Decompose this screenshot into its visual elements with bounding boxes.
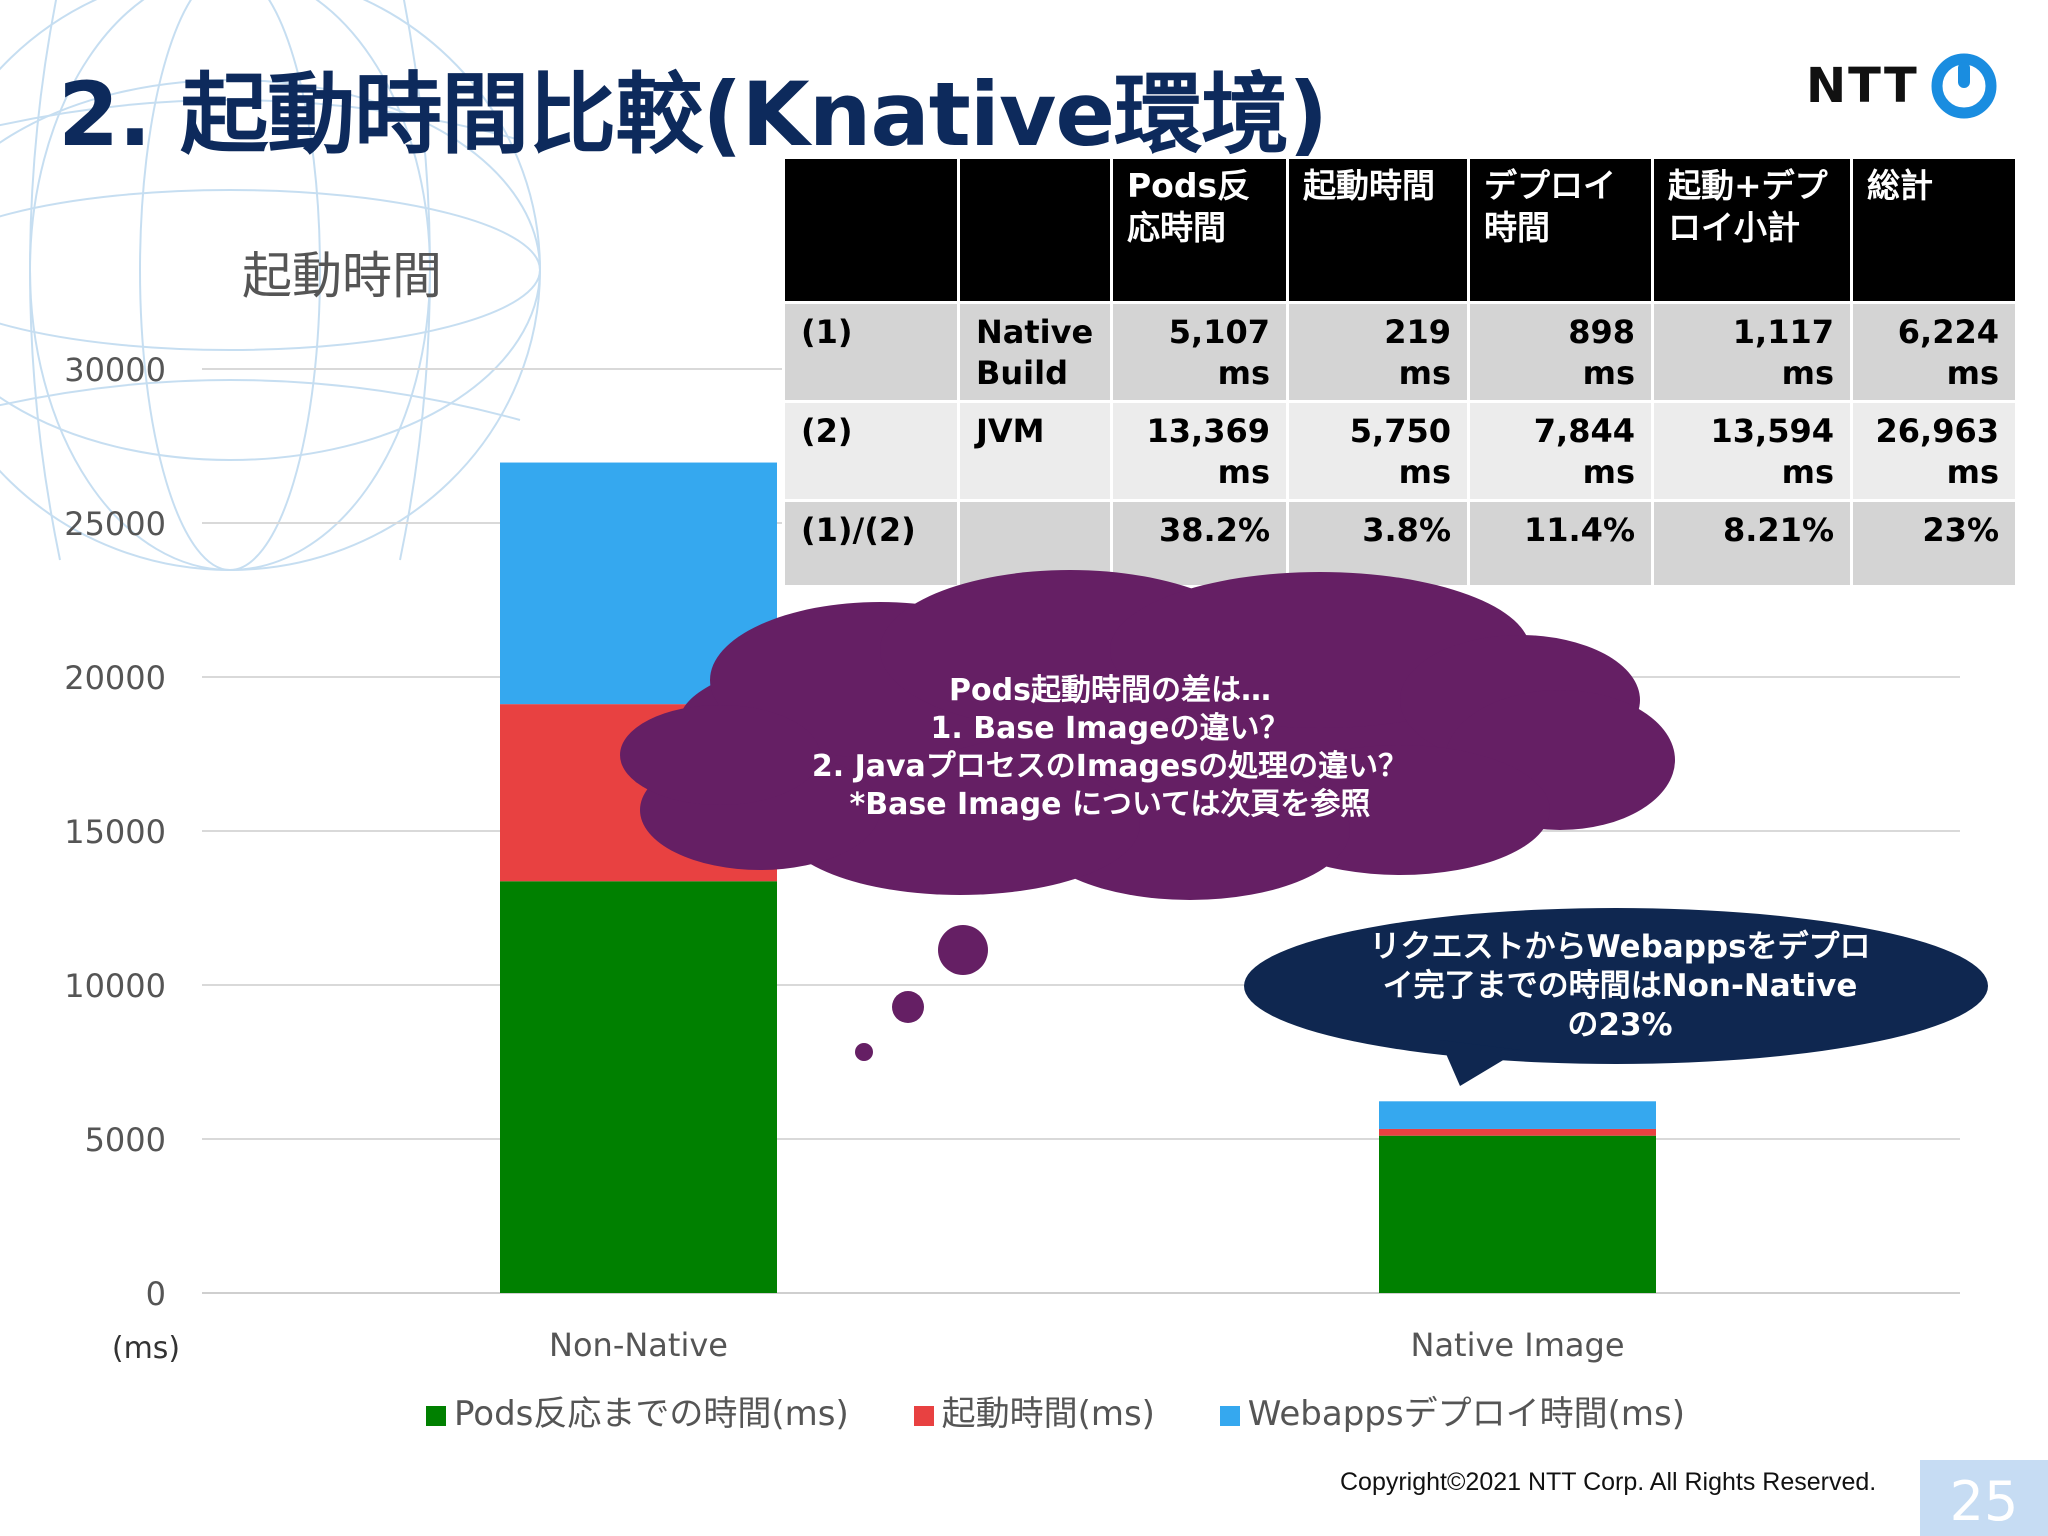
legend-label: 起動時間(ms) [941, 1394, 1155, 1434]
ntt-logo [1931, 53, 1997, 119]
x-tick-label: Native Image [1411, 1326, 1625, 1364]
thought-cloud-shape [620, 570, 1675, 1061]
legend-label: Pods反応までの時間(ms) [454, 1394, 849, 1434]
table-row: (1) Native Build 5,107 ms 219 ms 898 ms 1,1… [782, 301, 2018, 403]
y-tick-label: 10000 [64, 967, 166, 1005]
callout-line: の23% [1567, 1007, 1673, 1043]
y-tick-label: 0 [146, 1275, 166, 1313]
bar-segment [1379, 1128, 1656, 1136]
table-header-cell: Pods反応時間 [1110, 156, 1289, 304]
table-cell-id: (1) [782, 301, 960, 403]
thought-cloud-line: Pods起動時間の差は… [949, 673, 1271, 708]
chart-title: 起動時間 [242, 247, 442, 305]
y-tick-label: 20000 [64, 659, 166, 697]
y-tick-label: 25000 [64, 505, 166, 543]
table-cell-value: 6,224 ms [1850, 301, 2018, 403]
comparison-table: Pods反応時間 起動時間 デプロイ時間 起動+デプロイ小計 総計 (1) Na… [782, 156, 2018, 588]
table-header-cell: デプロイ時間 [1467, 156, 1654, 304]
table-header-cell [782, 156, 960, 304]
table-header-row: Pods反応時間 起動時間 デプロイ時間 起動+デプロイ小計 総計 [782, 156, 2018, 304]
thought-cloud-text: Pods起動時間の差は… 1. Base Imageの違い？ 2. Javaプロ… [760, 672, 1460, 824]
table-cell-id: (2) [782, 400, 960, 502]
legend-item: Pods反応までの時間(ms) [426, 1386, 849, 1435]
table-cell-value: 23% [1850, 499, 2018, 588]
legend-label: Webappsデプロイ時間(ms) [1247, 1394, 1685, 1434]
legend-swatch [1219, 1405, 1240, 1426]
page-number: 25 [1920, 1460, 2048, 1536]
table-header-cell: 起動+デプロイ小計 [1651, 156, 1853, 304]
legend-item: Webappsデプロイ時間(ms) [1219, 1386, 1685, 1435]
table-cell-value: 898 ms [1467, 301, 1654, 403]
legend-swatch [913, 1405, 934, 1426]
callout-line: リクエストからWebappsをデプロ [1369, 929, 1871, 965]
ntt-logo-mark-icon [1931, 53, 1997, 119]
chart-legend: Pods反応までの時間(ms) 起動時間(ms) Webappsデプロイ時間(m… [426, 1386, 1739, 1435]
table-cell-name: Native Build [957, 301, 1113, 403]
table-header-cell: 起動時間 [1286, 156, 1470, 304]
thought-cloud-line: 1. Base Imageの違い？ [930, 711, 1290, 746]
table-cell-id: (1)/(2) [782, 499, 960, 588]
table-cell-name: JVM [957, 400, 1113, 502]
table-cell-value: 7,844 ms [1467, 400, 1654, 502]
table-cell-value: 8.21% [1651, 499, 1853, 588]
thought-cloud-line: *Base Image については次頁を参照 [849, 787, 1371, 822]
table-cell-value: 38.2% [1110, 499, 1289, 588]
bar-segment [1379, 1135, 1656, 1293]
y-tick-label: 5000 [85, 1121, 166, 1159]
legend-item: 起動時間(ms) [913, 1386, 1155, 1435]
table-cell-value: 11.4% [1467, 499, 1654, 588]
bar-segment [500, 881, 777, 1293]
copyright: Copyright©2021 NTT Corp. All Rights Rese… [1340, 1468, 1877, 1496]
table-header-cell: 総計 [1850, 156, 2018, 304]
callout-text: リクエストからWebappsをデプロ イ完了までの時間はNon-Native の… [1300, 928, 1940, 1045]
table-cell-value: 219 ms [1286, 301, 1470, 403]
globe-decoration [0, 0, 541, 571]
speech-callout-shape [1244, 908, 1988, 1086]
page-number-text: 25 [1949, 1470, 2019, 1533]
x-tick-label: Non-Native [549, 1326, 728, 1364]
table-row: (1)/(2) 38.2% 3.8% 11.4% 8.21% 23% [782, 499, 2018, 588]
table-cell-value: 26,963 ms [1850, 400, 2018, 502]
table-row: (2) JVM 13,369 ms 5,750 ms 7,844 ms 13,594 m… [782, 400, 2018, 502]
bar-segment [1379, 1101, 1656, 1129]
slide-title: 2. 起動時間比較(Knative環境) [58, 63, 1328, 166]
ntt-logo-text: NTT [1806, 58, 1919, 114]
table-cell-value: 13,369 ms [1110, 400, 1289, 502]
y-axis-label: (ms) [112, 1331, 180, 1366]
table-cell-value: 5,750 ms [1286, 400, 1470, 502]
legend-swatch [426, 1405, 446, 1426]
thought-cloud-line: 2. JavaプロセスのImagesの処理の違い？ [811, 749, 1409, 784]
table-cell-value: 1,117 ms [1651, 301, 1853, 403]
callout-line: イ完了までの時間はNon-Native [1382, 968, 1858, 1004]
y-tick-label: 30000 [64, 351, 166, 389]
table-header-cell [957, 156, 1113, 304]
table-cell-value: 5,107 ms [1110, 301, 1289, 403]
y-tick-label: 15000 [64, 813, 166, 851]
table-cell-value: 13,594 ms [1651, 400, 1853, 502]
